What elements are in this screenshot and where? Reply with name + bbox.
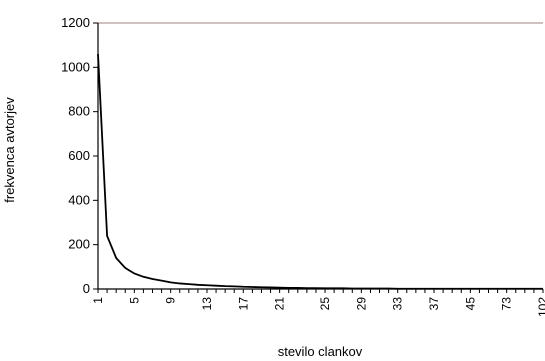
y-tick-label-200: 200 [68,237,90,252]
y-axis-label: frekvenca avtorjev [2,97,17,203]
y-tick-label-600: 600 [68,148,90,163]
x-tick-label-9: 9 [164,297,178,304]
x-tick-label-102: 102 [536,297,545,317]
x-tick-label-1: 1 [91,297,105,304]
x-axis-ticks: 1 5 9 13 17 21 25 29 33 37 45 73 102 [91,289,545,317]
x-axis-label: stevilo clankov [278,344,363,359]
series-group [97,53,543,290]
x-tick-label-21: 21 [273,297,287,311]
y-axis-ticks: 0 200 400 600 800 1000 1200 [61,15,98,296]
y-tick-label-800: 800 [68,104,90,119]
x-tick-label-25: 25 [318,297,332,311]
x-tick-label-29: 29 [354,297,368,311]
axes [97,23,543,290]
y-tick-label-400: 400 [68,192,90,207]
x-tick-label-45: 45 [463,297,477,311]
y-tick-label-1200: 1200 [61,15,90,30]
x-tick-label-37: 37 [427,297,441,311]
series-line [97,53,543,290]
x-tick-label-17: 17 [236,297,250,311]
y-tick-label-0: 0 [83,281,90,296]
x-tick-label-5: 5 [127,297,141,304]
x-tick-label-13: 13 [200,297,214,311]
x-tick-label-73: 73 [500,297,514,311]
y-tick-label-1000: 1000 [61,59,90,74]
x-tick-label-33: 33 [391,297,405,311]
